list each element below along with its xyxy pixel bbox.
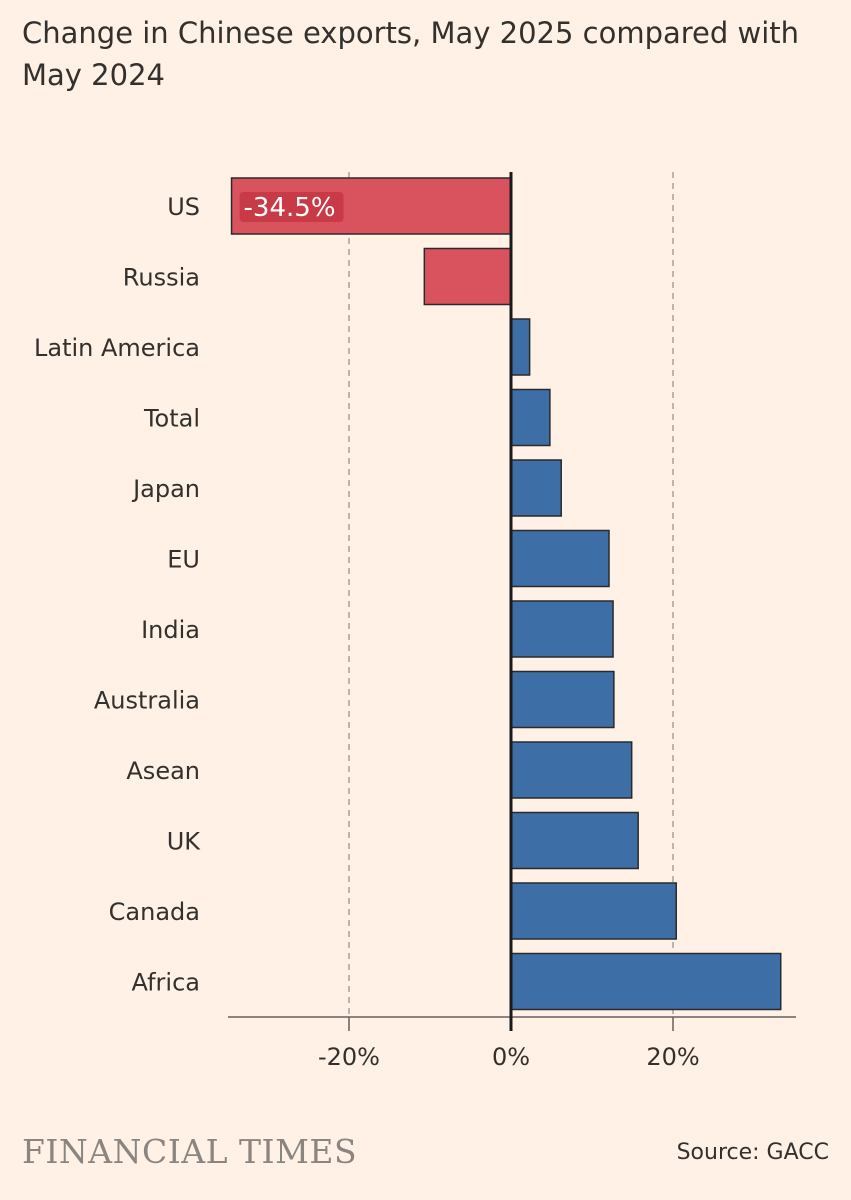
bar-chart: US Russia Latin America Total Japan EU India Au…: [34, 172, 796, 1071]
category-label: Japan: [131, 475, 200, 503]
bar-russia: [423, 247, 512, 306]
bar-canada: [510, 882, 677, 940]
bars: [230, 177, 782, 1011]
bar-uk: [510, 811, 639, 870]
data-labels: -34.5%: [239, 192, 344, 223]
category-label: India: [141, 616, 200, 644]
category-labels: US Russia Latin America Total Japan EU India Au…: [34, 193, 201, 997]
category-label: US: [167, 193, 200, 221]
category-label: Total: [143, 405, 200, 433]
tick-label: 20%: [646, 1043, 699, 1071]
chart-title: Change in Chinese exports, May 2025 comp…: [22, 16, 800, 92]
bar-asean: [510, 741, 633, 799]
bar-africa: [510, 952, 782, 1011]
data-label: -34.5%: [244, 193, 336, 223]
category-label: Russia: [123, 264, 200, 292]
gridlines: [348, 172, 674, 1017]
source-note: Source: GACC: [676, 1140, 829, 1165]
bar-total: [510, 388, 551, 447]
category-label: Australia: [94, 687, 200, 715]
bar-australia: [510, 670, 615, 729]
x-axis: -20% 0% 20%: [228, 172, 796, 1071]
bar-india: [510, 600, 614, 658]
category-label: UK: [167, 828, 202, 856]
bar-eu: [510, 529, 610, 588]
category-label: Canada: [109, 898, 200, 926]
category-label: Asean: [126, 757, 200, 785]
category-label: EU: [167, 546, 200, 574]
bar-japan: [510, 459, 562, 517]
category-label: Latin America: [34, 334, 200, 362]
bar-latin-america: [510, 318, 531, 376]
data-label-bg: [239, 192, 344, 222]
ft-logo: FINANCIAL TIMES: [22, 1132, 358, 1171]
category-label: Africa: [132, 969, 200, 997]
tick-label: -20%: [318, 1043, 380, 1071]
tick-label: 0%: [492, 1043, 530, 1071]
